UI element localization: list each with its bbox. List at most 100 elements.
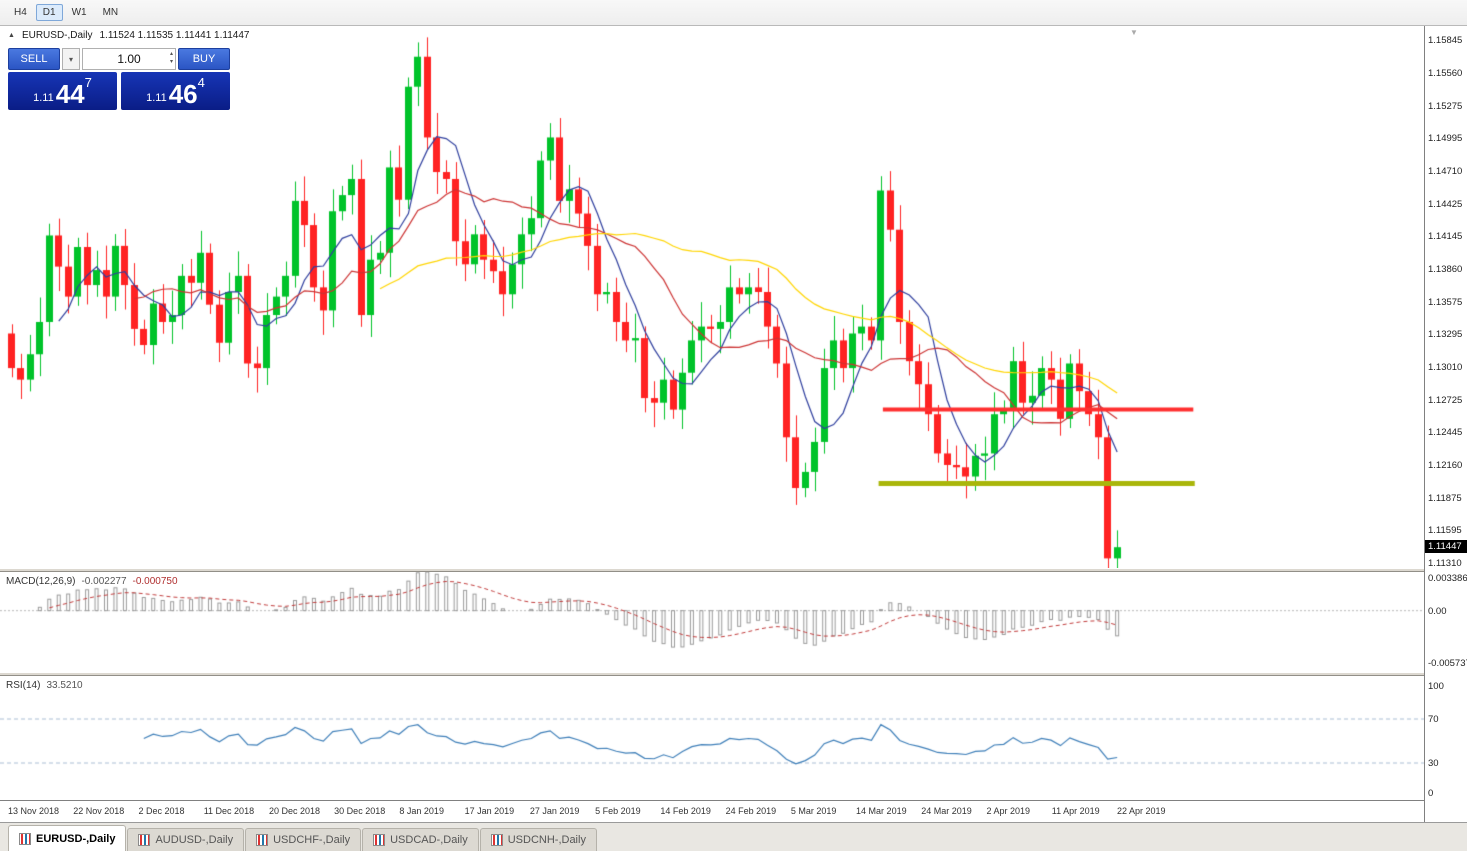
- volume-stepper[interactable]: ▴ ▾: [170, 50, 173, 66]
- date-axis-label: 5 Feb 2019: [595, 806, 641, 816]
- price-axis[interactable]: 1.11447 1.15845 1.15560 1.15275 1.14995 1.14…: [1424, 26, 1467, 822]
- chart-tab-label: EURUSD-,Daily: [36, 832, 116, 845]
- chart-ohlc-values: 1.11524 1.11535 1.11441 1.11447: [99, 30, 250, 41]
- buy-button[interactable]: BUY: [178, 48, 230, 70]
- chart-tab-icon: [19, 832, 31, 845]
- price-axis-label: 1.11595: [1428, 525, 1462, 537]
- price-chart-canvas[interactable]: [0, 26, 1424, 568]
- chart-shift-marker-icon[interactable]: ▼: [1130, 28, 1138, 37]
- date-axis-label: 13 Nov 2018: [8, 806, 60, 816]
- rsi-value: 33.5210: [46, 680, 83, 691]
- date-axis-label: 24 Mar 2019: [921, 806, 972, 816]
- sell-button[interactable]: SELL: [8, 48, 60, 70]
- macd-main-value: -0.002277: [81, 576, 127, 587]
- panel-splitter[interactable]: [0, 672, 1424, 676]
- stepper-down-icon[interactable]: ▾: [169, 59, 173, 65]
- chart-tab-label: USDCAD-,Daily: [390, 834, 468, 846]
- date-axis-label: 17 Jan 2019: [464, 806, 515, 816]
- rsi-axis-label: 70: [1428, 714, 1439, 725]
- date-axis-label: 22 Nov 2018: [73, 806, 125, 816]
- price-axis-label: 1.15275: [1428, 100, 1463, 112]
- rsi-indicator-panel[interactable]: RSI(14) 33.5210: [0, 676, 1424, 800]
- chart-tabs-bar: EURUSD-,Daily AUDUSD-,Daily USDCHF-,Daily U…: [0, 822, 1467, 851]
- macd-label: MACD(12,26,9) -0.002277 -0.000750: [6, 576, 178, 587]
- macd-axis-label: 0.00: [1428, 605, 1447, 617]
- price-axis-label: 1.13295: [1428, 329, 1463, 341]
- date-axis-label: 14 Mar 2019: [856, 806, 907, 816]
- timeframe-button-h4[interactable]: H4: [14, 7, 27, 18]
- chart-plot-area: ▲ EURUSD-,Daily 1.11524 1.11535 1.11441 …: [0, 26, 1424, 822]
- date-axis-label: 11 Dec 2018: [203, 806, 255, 816]
- macd-canvas[interactable]: [0, 572, 1424, 672]
- stepper-up-icon[interactable]: ▴: [169, 51, 173, 57]
- price-axis-label: 1.13860: [1428, 263, 1463, 275]
- time-axis[interactable]: 13 Nov 2018 22 Nov 2018 2 Dec 2018 11 Dec 2…: [0, 800, 1424, 822]
- macd-signal-value: -0.000750: [132, 576, 178, 587]
- rsi-name: RSI(14): [6, 680, 41, 691]
- price-axis-label: 1.14145: [1428, 231, 1463, 243]
- chart-tab-icon: [373, 834, 386, 846]
- price-axis-label: 1.11310: [1428, 558, 1462, 569]
- macd-axis-label: 0.003386: [1428, 573, 1467, 584]
- buy-price-point: 4: [197, 75, 205, 90]
- price-axis-label: 1.15845: [1428, 35, 1463, 46]
- chart-tab-icon: [490, 834, 503, 846]
- date-axis-label: 5 Mar 2019: [790, 806, 837, 816]
- chart-tab-usdcnh[interactable]: USDCNH-,Daily: [479, 828, 597, 851]
- timeframe-button-d1[interactable]: D1: [35, 4, 63, 21]
- sell-price-display[interactable]: 1.11 44 7: [8, 72, 117, 110]
- timeframe-toolbar: H4 D1 W1 MN: [0, 0, 1467, 26]
- panel-splitter[interactable]: [0, 568, 1424, 572]
- buy-price-display[interactable]: 1.11 46 4: [121, 72, 230, 110]
- one-click-trading-panel: SELL ▾ 1.00 ▴ ▾ BUY: [8, 48, 230, 110]
- chart-tab-audusd[interactable]: AUDUSD-,Daily: [127, 828, 245, 851]
- one-click-collapse-icon[interactable]: ▲: [8, 32, 15, 39]
- macd-axis-label: -0.005737: [1428, 658, 1467, 669]
- price-axis-label: 1.12160: [1428, 459, 1463, 471]
- price-axis-label: 1.13010: [1428, 361, 1463, 373]
- chart-window: ▲ EURUSD-,Daily 1.11524 1.11535 1.11441 …: [0, 26, 1467, 822]
- chart-symbol-period: EURUSD-,Daily: [21, 30, 93, 41]
- chart-tab-eurusd[interactable]: EURUSD-,Daily: [8, 825, 127, 851]
- sell-price-prefix: 1.11: [33, 92, 54, 104]
- volume-dropdown-button[interactable]: ▾: [62, 48, 80, 70]
- volume-value: 1.00: [117, 52, 141, 66]
- date-axis-label: 24 Feb 2019: [725, 806, 777, 816]
- price-axis-label: 1.12725: [1428, 394, 1463, 406]
- chart-tab-usdchf[interactable]: USDCHF-,Daily: [245, 828, 362, 851]
- volume-input[interactable]: 1.00 ▴ ▾: [82, 48, 176, 70]
- buy-price-pips: 46: [168, 79, 198, 109]
- price-axis-label: 1.15560: [1428, 67, 1463, 79]
- chart-tab-icon: [256, 834, 269, 846]
- price-axis-label: 1.12445: [1428, 427, 1463, 439]
- macd-name: MACD(12,26,9): [6, 576, 76, 587]
- rsi-axis-label: 100: [1428, 681, 1444, 692]
- timeframe-button-mn[interactable]: MN: [102, 7, 119, 18]
- price-chart-panel[interactable]: ▲ EURUSD-,Daily 1.11524 1.11535 1.11441 …: [0, 26, 1424, 568]
- chevron-down-icon: ▾: [68, 54, 73, 64]
- date-axis-label: 8 Jan 2019: [399, 806, 444, 816]
- timeframe-button-w1[interactable]: W1: [71, 7, 87, 18]
- chart-tab-usdcad[interactable]: USDCAD-,Daily: [362, 828, 479, 851]
- date-axis-label: 2 Apr 2019: [986, 806, 1031, 816]
- date-axis-label: 2 Dec 2018: [138, 806, 185, 816]
- date-axis-label: 22 Apr 2019: [1117, 806, 1166, 816]
- rsi-label: RSI(14) 33.5210: [6, 680, 83, 691]
- sell-price-point: 7: [84, 75, 92, 90]
- price-axis-label: 1.13575: [1428, 296, 1463, 308]
- price-axis-label: 1.14995: [1428, 133, 1463, 145]
- date-axis-label: 30 Dec 2018: [334, 806, 386, 816]
- chart-tab-label: USDCNH-,Daily: [507, 834, 586, 846]
- rsi-canvas[interactable]: [0, 676, 1424, 800]
- date-axis-label: 14 Feb 2019: [660, 806, 711, 816]
- price-axis-label: 1.14425: [1428, 198, 1463, 210]
- macd-indicator-panel[interactable]: MACD(12,26,9) -0.002277 -0.000750: [0, 572, 1424, 672]
- date-axis-label: 11 Apr 2019: [1051, 806, 1100, 816]
- chart-tab-label: USDCHF-,Daily: [273, 834, 351, 846]
- date-axis-label: 20 Dec 2018: [268, 806, 320, 816]
- sell-price-pips: 44: [55, 79, 85, 109]
- chart-tab-label: AUDUSD-,Daily: [155, 834, 234, 846]
- date-axis-label: 27 Jan 2019: [529, 806, 580, 816]
- chart-title: ▲ EURUSD-,Daily 1.11524 1.11535 1.11441 …: [8, 30, 249, 41]
